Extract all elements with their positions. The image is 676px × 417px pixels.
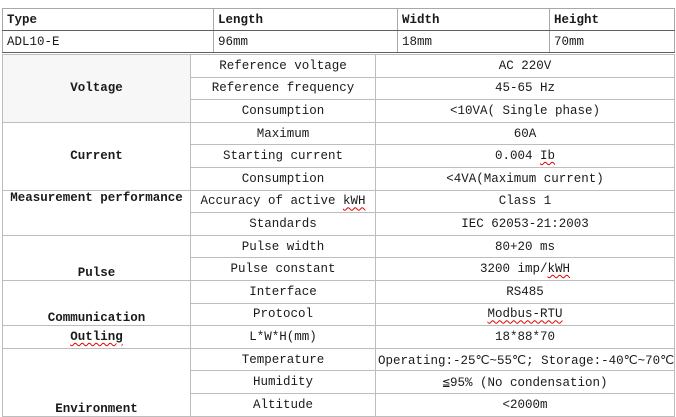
table-row: Communication Interface RS485 (2, 279, 675, 327)
product-value-row: ADL10-E 96mm 18mm 70mm (2, 30, 675, 53)
specification-table: Voltage Reference voltage AC 220V Refere… (2, 54, 675, 417)
category-outling: Outling (2, 325, 191, 349)
table-row: Environment Temperature Operating:-25℃~5… (2, 347, 675, 417)
param-cell: Pulse constant (190, 257, 376, 281)
value-cell: AC 220V (375, 54, 675, 78)
value-cell: IEC 62053-21:2003 (375, 212, 675, 236)
product-header-row: Type Length Width Height (2, 8, 675, 31)
product-height-cell: 70mm (549, 30, 675, 53)
value-cell: <10VA( Single phase) (375, 99, 675, 123)
spellcheck-underline: Ib (540, 149, 556, 164)
category-communication: Communication (2, 279, 191, 327)
spec-sheet-page: Type Length Width Height ADL10-E 96mm 18… (2, 8, 675, 417)
table-row: Outling L*W*H(mm) 18*88*70 (2, 325, 675, 349)
table-row: Measurement performance Accuracy of acti… (2, 189, 675, 236)
table-row: Pulse Pulse width 80+20 ms (2, 234, 675, 281)
category-pulse: Pulse (2, 234, 191, 281)
category-environment: Environment (2, 347, 191, 417)
spellcheck-underline: Outling (70, 329, 123, 344)
value-cell: 18*88*70 (375, 325, 675, 349)
value-cell: 45-65 Hz (375, 76, 675, 101)
value-cell: Modbus-RTU (375, 302, 675, 327)
product-width-cell: 18mm (397, 30, 550, 53)
param-cell: Consumption (190, 166, 376, 191)
spellcheck-underline: kWH (547, 262, 571, 277)
value-cell: 60A (375, 121, 675, 146)
param-cell: Standards (190, 212, 376, 236)
value-cell: <2000m (375, 392, 675, 417)
param-cell: Pulse width (190, 234, 376, 259)
param-cell: Maximum (190, 121, 376, 146)
value-cell: ≦95% (No condensation) (375, 370, 675, 394)
value-cell: RS485 (375, 279, 675, 304)
column-header-length: Length (213, 8, 398, 31)
table-row: Current Maximum 60A (2, 121, 675, 191)
column-header-height: Height (549, 8, 675, 31)
param-cell: Accuracy of active kWH (190, 189, 376, 214)
value-cell: 0.004 Ib (375, 144, 675, 168)
product-dimensions-table: Type Length Width Height ADL10-E 96mm 18… (2, 8, 675, 53)
param-cell: Starting current (190, 144, 376, 168)
param-cell: Protocol (190, 302, 376, 327)
column-header-width: Width (397, 8, 550, 31)
value-cell: 80+20 ms (375, 234, 675, 259)
category-measurement-performance: Measurement performance (2, 189, 191, 236)
category-voltage: Voltage (2, 54, 191, 123)
column-header-type: Type (2, 8, 214, 31)
param-cell: Interface (190, 279, 376, 304)
category-current: Current (2, 121, 191, 191)
param-cell: Reference voltage (190, 54, 376, 78)
product-type-cell: ADL10-E (2, 30, 214, 53)
param-cell: Humidity (190, 370, 376, 394)
value-cell: 3200 imp/kWH (375, 257, 675, 281)
product-length-cell: 96mm (213, 30, 398, 53)
value-cell: Operating:-25℃~55℃; Storage:-40℃~70℃ (375, 347, 675, 372)
param-cell: L*W*H(mm) (190, 325, 376, 349)
spellcheck-underline: Modbus-RTU (487, 307, 563, 322)
value-cell: Class 1 (375, 189, 675, 214)
param-cell: Altitude (190, 392, 376, 417)
table-row: Starting current 0.004 Ib (3, 144, 675, 168)
param-cell: Consumption (190, 99, 376, 123)
table-row: Voltage Reference voltage AC 220V (2, 54, 675, 123)
table-row: Humidity ≦95% (No condensation) (3, 370, 675, 394)
value-cell: <4VA(Maximum current) (375, 166, 675, 191)
spellcheck-underline: kWH (343, 194, 366, 209)
param-cell: Temperature (190, 347, 376, 372)
table-row: Standards IEC 62053-21:2003 (3, 212, 675, 236)
param-cell: Reference frequency (190, 76, 376, 101)
